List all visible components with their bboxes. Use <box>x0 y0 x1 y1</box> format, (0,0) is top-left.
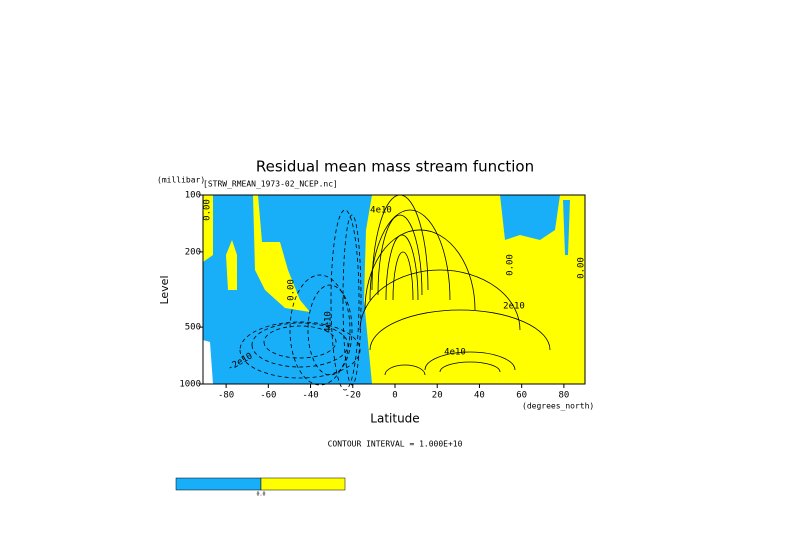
x-tick-label: -60 <box>260 391 276 401</box>
positive-region <box>226 240 237 290</box>
x-tick-label: 40 <box>474 391 485 401</box>
contour-line <box>342 214 362 386</box>
axes-frame <box>202 194 586 385</box>
contour-line <box>359 269 521 331</box>
x-unit: (degrees_north) <box>522 402 594 411</box>
colorbar-negative <box>175 477 262 491</box>
contour-label: 0.00 <box>577 257 587 279</box>
contour-line <box>369 209 451 301</box>
y-tick-label: 100 <box>185 191 201 201</box>
contour-line <box>289 274 351 386</box>
contour-label: 4e10 <box>444 348 466 358</box>
contour-line <box>369 309 551 351</box>
x-tick-label: 20 <box>432 391 443 401</box>
contour-line <box>251 322 349 368</box>
contour-line <box>307 284 353 376</box>
contour-line <box>392 251 414 301</box>
contour-line <box>263 325 337 359</box>
chart-title: Residual mean mass stream function <box>256 158 534 176</box>
x-tick-label: 60 <box>516 391 527 401</box>
contour-label: 0.00 <box>203 199 213 221</box>
x-tick-label: -20 <box>345 391 361 401</box>
contour-line <box>330 209 360 391</box>
contour-label: 4e10 <box>324 311 334 333</box>
subtitle: [STRW_RMEAN_1973-02_NCEP.nc] <box>203 180 338 189</box>
negative-region <box>203 195 372 384</box>
y-unit: (millibar) <box>157 176 205 185</box>
contour-line <box>439 361 501 373</box>
y-tick-label: 1000 <box>179 380 201 390</box>
y-tick-label: 200 <box>185 247 201 257</box>
x-tick-label: -40 <box>302 391 318 401</box>
missing-region <box>203 340 213 384</box>
colorbar-label: 0.0 <box>256 492 265 498</box>
negative-region <box>563 200 570 255</box>
x-tick-label: 80 <box>558 391 569 401</box>
contour-line <box>377 214 423 296</box>
negative-region <box>500 195 560 240</box>
x-tick-label: -80 <box>218 391 234 401</box>
x-tick-label: 0 <box>392 391 397 401</box>
contour-label: 0.00 <box>287 279 297 301</box>
contour-line <box>384 364 426 376</box>
y-axis-label: Level <box>158 275 171 304</box>
x-axis-label: Latitude <box>370 412 419 426</box>
contour-label: 2e10 <box>503 302 525 312</box>
contour-label: 0.00 <box>506 254 516 276</box>
contour-label: 4e10 <box>370 206 392 216</box>
contour-interval: CONTOUR INTERVAL = 1.000E+10 <box>328 440 463 449</box>
contour-line <box>424 351 516 371</box>
colorbar-positive <box>260 477 346 491</box>
contour-line <box>385 234 419 301</box>
y-tick-label: 500 <box>185 323 201 333</box>
contour-line <box>239 321 361 379</box>
